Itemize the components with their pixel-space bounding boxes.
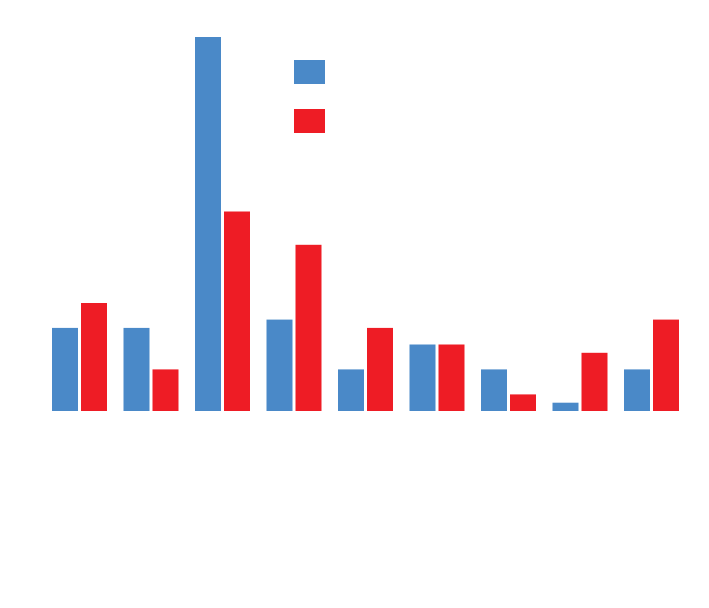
bar-series-1-category-1 [52,327,78,411]
bar-series-2-category-1 [81,303,107,411]
bar-series-1-category-4 [266,319,293,411]
bar-series-1-category-8 [552,402,579,411]
bar-series-1-category-3 [195,37,221,411]
legend-swatch-series-2 [294,109,325,133]
legend-swatch-series-1 [294,60,325,84]
bar-series-1-category-7 [481,369,507,411]
bar-series-2-category-2 [152,369,179,411]
bars-group [52,37,679,411]
bar-series-2-category-9 [653,319,679,411]
bar-series-2-category-3 [224,211,250,411]
bar-series-1-category-2 [123,327,150,411]
bar-series-2-category-5 [367,327,393,411]
bar-series-1-category-6 [409,344,436,411]
bar-series-2-category-6 [438,344,465,411]
legend [294,60,325,133]
bar-series-1-category-9 [624,369,650,411]
bar-series-2-category-4 [295,244,322,411]
bar-series-1-category-5 [338,369,364,411]
bar-series-2-category-8 [581,352,608,411]
bar-series-2-category-7 [510,394,536,411]
